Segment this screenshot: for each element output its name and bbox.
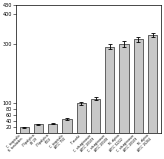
Bar	[62, 119, 72, 133]
Bar	[91, 99, 100, 133]
Bar	[105, 47, 114, 133]
Bar	[119, 44, 129, 133]
Bar	[77, 103, 86, 133]
Bar	[148, 35, 157, 133]
Bar	[48, 124, 57, 133]
Bar	[134, 39, 143, 133]
Bar	[34, 124, 43, 133]
Bar	[20, 127, 29, 133]
